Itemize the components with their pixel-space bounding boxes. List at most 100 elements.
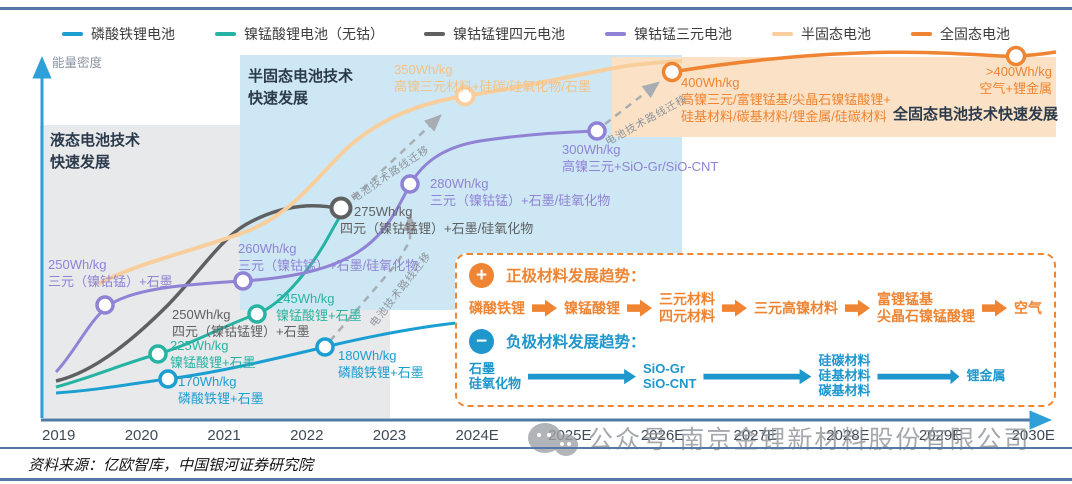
data-point-marker xyxy=(148,344,168,364)
legend-swatch-solid xyxy=(911,32,932,36)
legend-swatch-semisolid xyxy=(772,32,793,36)
source-note: 资料来源：亿欧智库，中国银河证券研究院 xyxy=(28,458,314,474)
cathode-title-row: + 正极材料发展趋势： xyxy=(469,262,1042,288)
legend-label: 镍锰酸锂电池（无钴） xyxy=(244,26,384,42)
series-line-lfp xyxy=(55,321,457,395)
point-label-solid-400plus: >400Wh/kg 空气+锂金属 xyxy=(979,64,1052,97)
watermark: 公众号·南京金锂新材料股份有限公司 xyxy=(528,420,1030,456)
anode-item: 锂金属 xyxy=(966,368,1006,384)
data-point-marker xyxy=(400,174,420,194)
legend: 磷酸铁锂电池 镍锰酸锂电池（无钴） 镍钴锰锂四元电池 镍钴锰三元电池 半固态电池… xyxy=(0,24,1072,44)
series-line-semisolid xyxy=(97,59,683,286)
data-point-marker xyxy=(454,85,476,107)
point-label-lnmo-225: 225Wh/kg 镍锰酸锂+石墨 xyxy=(170,338,256,371)
year-tick: 2020 xyxy=(124,427,159,444)
top-border xyxy=(0,7,1072,10)
legend-label: 磷酸铁锂电池 xyxy=(91,26,175,42)
plus-icon: + xyxy=(469,262,494,288)
year-tick: 2027E xyxy=(733,427,777,444)
cathode-item: 三元材料 四元材料 xyxy=(659,291,715,325)
right-arrow-icon xyxy=(722,299,747,317)
right-arrow-icon xyxy=(528,368,637,385)
right-arrow-icon xyxy=(877,368,960,385)
point-label-quaternary-250: 250Wh/kg 四元（镍钴锰锂）+石墨 xyxy=(172,307,310,340)
point-label-quaternary-275: 275Wh/kg 四元（镍钴锰锂）+石墨/硅氧化物 xyxy=(340,204,534,237)
legend-item-solid: 全固态电池 xyxy=(911,24,1010,44)
legend-item-quaternary: 镍钴锰锂四元电池 xyxy=(424,24,565,44)
anode-title: 负极材料发展趋势： xyxy=(506,334,646,352)
point-label-ternary-250: 250Wh/kg 三元（镍钴锰）+石墨 xyxy=(48,257,173,290)
point-label-ternary-260: 260Wh/kg 三元（镍钴锰）+石墨/硅氧化物 xyxy=(238,241,419,274)
year-tick: 2026E xyxy=(640,427,685,444)
cathode-item: 镍锰酸锂 xyxy=(564,299,620,316)
cathode-item: 磷酸铁锂 xyxy=(469,299,525,316)
cathode-title: 正极材料发展趋势： xyxy=(506,268,646,285)
point-label-ternary-280: 280Wh/kg 三元（镍钴锰）+石墨/硅氧化物 xyxy=(430,176,611,209)
series-line-quaternary xyxy=(55,204,341,383)
data-point-marker xyxy=(233,271,253,291)
right-arrow-icon xyxy=(532,299,557,317)
right-arrow-icon xyxy=(703,368,812,385)
anode-flow: 石墨 硅氧化物 SiO-Gr SiO-CNT 硅碳材料 硅基材料 碳基材料 锂金属 xyxy=(469,353,1042,399)
bottom-border xyxy=(0,478,1072,481)
legend-item-lnmo: 镍锰酸锂电池（无钴） xyxy=(215,24,384,44)
year-tick: 2023 xyxy=(372,427,407,444)
data-point-marker xyxy=(587,121,607,141)
legend-swatch-quaternary xyxy=(424,32,445,36)
year-tick: 2024E xyxy=(455,427,499,444)
legend-item-lfp: 磷酸铁锂电池 xyxy=(62,24,175,44)
region-title-solid: 全固态电池技术快速发展 xyxy=(893,106,1059,123)
year-tick: 2028E xyxy=(826,427,870,444)
point-label-solid-400: 400Wh/kg 高镍三元/富锂锰基/尖晶石镍锰酸锂+ 硅基材料/碳基材料/锂金属/… xyxy=(681,75,891,125)
cathode-item: 三元高镍材料 xyxy=(754,299,838,316)
migration-arrow-2 xyxy=(352,114,442,199)
wechat-icon xyxy=(554,434,578,456)
cathode-item: 富锂锰基 尖晶石镍锰酸锂 xyxy=(877,291,975,325)
year-tick: 2021 xyxy=(207,427,241,444)
region-title-liquid: 液态电池技术 快速发展 xyxy=(50,132,141,171)
cathode-item: 空气 xyxy=(1014,299,1042,316)
data-point-marker xyxy=(661,61,683,83)
point-label-lnmo-245: 245Wh/kg 镍锰酸锂+石墨 xyxy=(276,291,362,324)
region-title-semisolid: 半固态电池技术 快速发展 xyxy=(248,68,354,107)
year-tick: 2022 xyxy=(290,427,324,444)
right-arrow-icon xyxy=(982,299,1007,317)
data-point-marker xyxy=(247,304,267,324)
point-label-lfp-170: 170Wh/kg 磷酸铁锂+石墨 xyxy=(178,374,264,407)
anode-item: SiO-Gr SiO-CNT xyxy=(643,360,697,391)
year-tick: 2030E xyxy=(1011,427,1055,444)
migration-arrow-1 xyxy=(329,213,418,342)
data-point-marker xyxy=(315,337,335,357)
legend-item-semisolid: 半固态电池 xyxy=(772,24,871,44)
point-label-semisolid-350: 350Wh/kg 高镍三元材料+硅碳/硅氧化物/石墨 xyxy=(394,62,591,95)
anode-item: 石墨 硅氧化物 xyxy=(469,360,522,391)
legend-swatch-lfp xyxy=(62,32,83,36)
point-label-ternary-300: 300Wh/kg 高镍三元+SiO-Gr/SiO-CNT xyxy=(562,142,719,175)
legend-label: 镍钴锰锂四元电池 xyxy=(453,26,565,42)
year-tick: 2029E xyxy=(918,427,963,444)
anode-title-row: − 负极材料发展趋势： xyxy=(469,328,1042,354)
axis-base-line xyxy=(0,447,1072,449)
minus-icon: − xyxy=(469,328,494,354)
legend-label: 镍钴锰三元电池 xyxy=(634,26,732,42)
legend-item-ternary: 镍钴锰三元电池 xyxy=(605,24,732,44)
anode-item: 硅碳材料 硅基材料 碳基材料 xyxy=(818,353,871,399)
legend-swatch-ternary xyxy=(605,32,626,36)
data-point-marker xyxy=(329,196,353,220)
legend-label: 全固态电池 xyxy=(940,26,1010,42)
data-point-marker xyxy=(95,295,115,315)
material-trend-box: + 正极材料发展趋势： 磷酸铁锂 镍锰酸锂 三元材料 四元材料 三元高镍材料 富锂… xyxy=(455,253,1056,407)
watermark-text: 公众号·南京金锂新材料股份有限公司 xyxy=(588,426,1031,454)
legend-swatch-lnmo xyxy=(215,32,236,36)
year-tick: 2019 xyxy=(42,427,76,444)
data-point-marker xyxy=(1005,45,1027,67)
cathode-flow: 磷酸铁锂 镍锰酸锂 三元材料 四元材料 三元高镍材料 富锂锰基 尖晶石镍锰酸锂 空气 xyxy=(469,288,1042,328)
y-axis-label: 能量密度 xyxy=(52,56,103,70)
legend-label: 半固态电池 xyxy=(801,26,871,42)
migration-arrow-3 xyxy=(604,81,660,125)
point-label-lfp-180: 180Wh/kg 磷酸铁锂+石墨 xyxy=(338,348,424,381)
data-point-marker xyxy=(158,369,178,389)
right-arrow-icon xyxy=(845,299,870,317)
